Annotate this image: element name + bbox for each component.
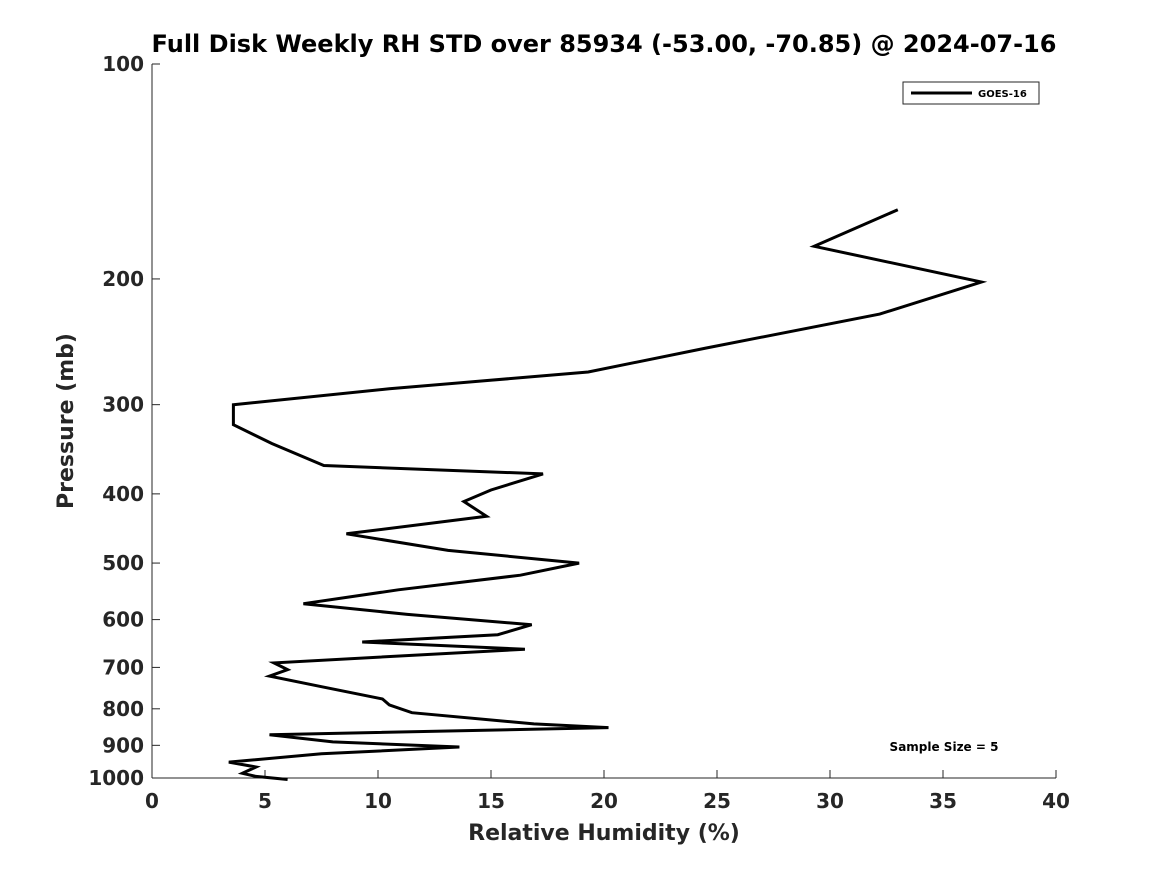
x-axis-ticks: 0 5 10 15 20 25 30 35 40 xyxy=(145,770,1070,813)
sample-size-annotation: Sample Size = 5 xyxy=(890,740,999,754)
legend: GOES-16 xyxy=(902,81,1040,105)
y-tick-label: 100 xyxy=(102,52,144,76)
y-tick-label: 700 xyxy=(102,655,144,679)
legend-label-goes-16: GOES-16 xyxy=(978,89,1027,100)
y-tick-label: 1000 xyxy=(88,766,144,790)
x-tick-label: 15 xyxy=(477,789,505,813)
y-tick-label: 600 xyxy=(102,608,144,632)
series-layer xyxy=(228,208,988,781)
y-tick-label: 500 xyxy=(102,551,144,575)
y-tick-label: 200 xyxy=(102,267,144,291)
x-tick-label: 25 xyxy=(703,789,731,813)
x-tick-label: 35 xyxy=(929,789,957,813)
y-axis-label: Pressure (mb) xyxy=(54,333,79,509)
x-tick-label: 0 xyxy=(145,789,159,813)
series-line-goes-16 xyxy=(228,208,988,781)
x-tick-label: 20 xyxy=(590,789,618,813)
y-axis-ticks: 100 200 300 400 500 600 700 800 900 1000 xyxy=(88,52,160,790)
x-axis-label: Relative Humidity (%) xyxy=(468,821,740,846)
plot-area: 0 5 10 15 20 25 30 35 40 100 200 300 400 500 600 700 80… xyxy=(88,52,1070,813)
x-tick-label: 10 xyxy=(364,789,392,813)
x-tick-label: 30 xyxy=(816,789,844,813)
y-tick-label: 800 xyxy=(102,697,144,721)
y-tick-label: 300 xyxy=(102,393,144,417)
y-tick-label: 400 xyxy=(102,482,144,506)
chart-title: Full Disk Weekly RH STD over 85934 (-53.… xyxy=(152,30,1057,58)
x-tick-label: 40 xyxy=(1042,789,1070,813)
y-tick-label: 900 xyxy=(102,733,144,757)
x-tick-label: 5 xyxy=(258,789,272,813)
